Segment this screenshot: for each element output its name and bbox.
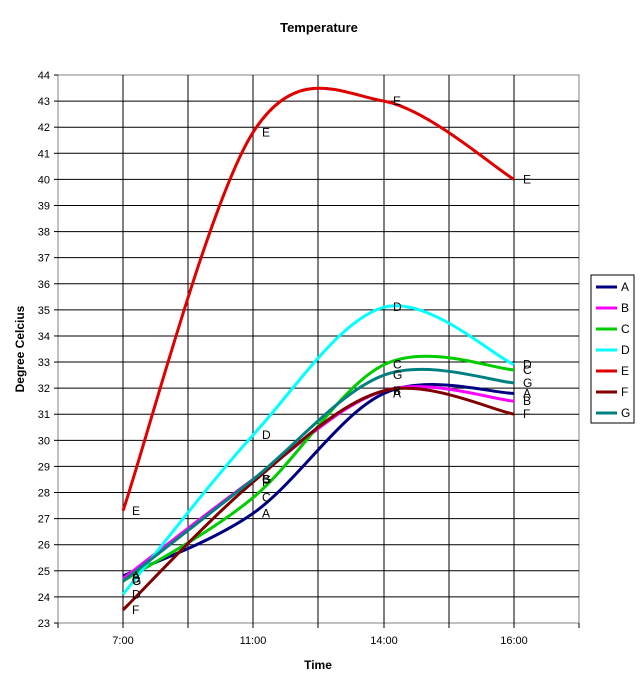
y-tick-label: 29 [38, 461, 50, 473]
x-tick-label: 14:00 [370, 635, 398, 647]
y-tick-label: 43 [38, 96, 50, 108]
y-tick-label: 34 [38, 331, 50, 343]
chart-title: Temperature [280, 20, 358, 35]
x-axis-label: Time [304, 658, 332, 672]
y-tick-label: 30 [38, 435, 50, 447]
legend-label-e: E [621, 364, 629, 378]
series-line-d [121, 304, 515, 596]
y-tick-label: 39 [38, 200, 50, 212]
y-tick-label: 41 [38, 148, 50, 160]
point-label: E [132, 504, 140, 518]
y-tick-label: 24 [38, 592, 50, 604]
point-label: B [262, 472, 270, 486]
point-label: E [393, 94, 401, 108]
y-tick-label: 40 [38, 174, 50, 186]
point-label: D [523, 358, 532, 372]
point-label: F [132, 603, 139, 617]
point-label: A [393, 386, 401, 400]
y-tick-label: 36 [38, 279, 50, 291]
point-label: F [393, 384, 400, 398]
y-tick-label: 38 [38, 227, 50, 239]
y-tick-label: 23 [38, 618, 50, 630]
point-label: B [132, 572, 140, 586]
point-label: C [262, 491, 271, 505]
y-tick-label: 32 [38, 383, 50, 395]
y-tick-label: 31 [38, 409, 50, 421]
point-label: E [523, 172, 531, 186]
point-label: B [393, 384, 401, 398]
point-label: A [132, 569, 140, 583]
point-label: D [393, 300, 402, 314]
point-label: C [132, 574, 141, 588]
point-label: A [262, 506, 270, 520]
point-label: F [523, 407, 530, 421]
legend-label-c: C [621, 322, 630, 336]
y-tick-label: 33 [38, 357, 50, 369]
point-label: D [132, 587, 141, 601]
point-label: G [393, 368, 402, 382]
point-label: C [523, 363, 532, 377]
legend-label-g: G [621, 406, 630, 420]
legend-label-b: B [621, 301, 629, 315]
y-axis-label: Degree Celcius [13, 305, 27, 392]
point-label: G [523, 376, 532, 390]
series-lines [121, 86, 515, 612]
point-label: A [523, 386, 531, 400]
y-tick-label: 28 [38, 488, 50, 500]
legend-label-a: A [621, 280, 629, 294]
point-label: C [393, 358, 402, 372]
series-line-e [121, 86, 515, 512]
x-tick-label: 11:00 [240, 635, 267, 647]
y-tick-label: 27 [38, 514, 50, 526]
legend-label-f: F [621, 385, 628, 399]
point-label: G [262, 472, 271, 486]
point-label: D [262, 428, 271, 442]
legend-label-d: D [621, 343, 630, 357]
grid-lines [58, 75, 579, 623]
y-tick-label: 26 [38, 540, 50, 552]
series-line-g [122, 367, 515, 583]
x-axis-ticks: 7:00 11:00 14:00 16:00 [57, 623, 580, 647]
y-tick-label: 25 [38, 566, 50, 578]
y-tick-label: 37 [38, 253, 50, 265]
y-tick-label: 44 [38, 70, 50, 82]
y-tick-label: 35 [38, 305, 50, 317]
x-tick-label: 16:00 [500, 635, 528, 647]
y-tick-label: 42 [38, 122, 50, 134]
point-label: G [132, 574, 141, 588]
point-label: F [262, 475, 269, 489]
point-label: B [523, 394, 531, 408]
x-tick-label: 7:00 [112, 635, 133, 647]
y-axis-ticks: 23 24 25 26 27 28 29 30 31 32 33 34 35 36 37 38 39 40 41 42… [38, 70, 58, 630]
series-line-f [121, 386, 515, 612]
point-label: E [262, 125, 270, 139]
